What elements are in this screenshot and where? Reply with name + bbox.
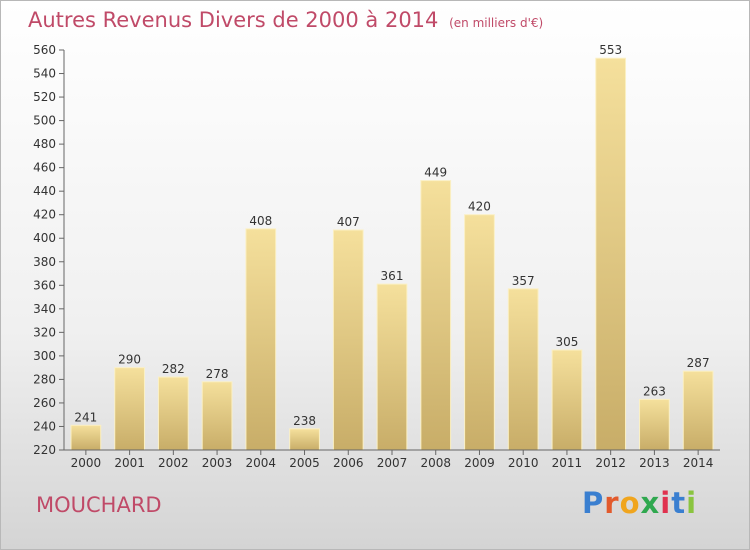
data-label-2010: 357 (512, 274, 535, 288)
bar-2004 (245, 228, 277, 451)
x-tick-label-2001: 2001 (114, 456, 145, 470)
y-tick-label: 380 (33, 255, 56, 269)
bars: 241 290 282 278 408 238 407 361 449 420 357 305 553 2… (70, 43, 714, 451)
bar-2005 (289, 428, 320, 451)
y-axis: 220 240 260 280 300 320 340 360 380 400 420 440 460 4… (33, 43, 65, 457)
data-label-2006: 407 (337, 215, 360, 229)
x-tick-label-2006: 2006 (333, 456, 364, 470)
y-tick-label: 240 (33, 419, 56, 433)
y-tick-label: 320 (33, 325, 56, 339)
data-label-2012: 553 (599, 43, 622, 57)
y-tick-label: 520 (33, 90, 56, 104)
y-tick-label: 560 (33, 43, 56, 57)
x-tick-label-2013: 2013 (639, 456, 670, 470)
bar-2013 (639, 398, 670, 451)
y-tick-label: 500 (33, 114, 56, 128)
x-tick-label-2008: 2008 (420, 456, 451, 470)
commune-label: MOUCHARD (36, 493, 162, 517)
bar-2007 (376, 283, 408, 451)
bar-2008 (420, 180, 452, 451)
x-tick-label-2014: 2014 (683, 456, 714, 470)
x-tick-label-2000: 2000 (71, 456, 102, 470)
bar-2000 (70, 424, 102, 451)
bar-2014 (682, 370, 714, 451)
data-label-2013: 263 (643, 384, 666, 398)
chart-title-text: Autres Revenus Divers de 2000 à 2014 (28, 8, 439, 32)
x-tick-label-2005: 2005 (289, 456, 320, 470)
logo-letter: r (604, 486, 620, 520)
bar-2011 (551, 349, 583, 451)
x-tick-label-2012: 2012 (595, 456, 626, 470)
data-label-2014: 287 (687, 356, 710, 370)
logo-letter: P (582, 486, 605, 520)
bar-chart: 220 240 260 280 300 320 340 360 380 400 420 440 460 4… (33, 43, 720, 470)
x-tick-label-2009: 2009 (464, 456, 495, 470)
chart-title-unit: (en milliers d'€) (449, 16, 544, 30)
data-label-2007: 361 (381, 269, 404, 283)
y-tick-label: 300 (33, 349, 56, 363)
y-tick-label: 460 (33, 161, 56, 175)
data-label-2011: 305 (555, 335, 578, 349)
x-tick-label-2007: 2007 (377, 456, 408, 470)
bar-2003 (201, 381, 233, 451)
data-label-2008: 449 (424, 166, 447, 180)
x-tick-label-2004: 2004 (246, 456, 277, 470)
data-label-2005: 238 (293, 414, 316, 428)
bar-2012 (595, 57, 627, 451)
y-tick-label: 280 (33, 372, 56, 386)
x-tick-label-2011: 2011 (552, 456, 583, 470)
logo-letter: o (619, 486, 641, 520)
x-axis: 2000 2001 2002 2003 2004 2005 2006 2007 2008 2009… (64, 449, 720, 470)
bar-2002 (157, 376, 189, 451)
x-tick-label-2003: 2003 (202, 456, 233, 470)
chart-title: Autres Revenus Divers de 2000 à 2014 (en… (28, 8, 543, 32)
y-tick-label: 360 (33, 278, 56, 292)
data-label-2000: 241 (74, 410, 97, 424)
logo-letter: i (686, 486, 698, 520)
x-tick-label-2002: 2002 (158, 456, 189, 470)
logo-letter: t (671, 486, 687, 520)
bar-2006 (332, 229, 364, 451)
y-tick-label: 260 (33, 396, 56, 410)
y-tick-label: 400 (33, 231, 56, 245)
bar-2001 (114, 367, 145, 451)
proxiti-logo: Proxiti (582, 486, 697, 520)
y-tick-label: 540 (33, 67, 56, 81)
y-tick-label: 480 (33, 137, 56, 151)
bar-2010 (507, 288, 539, 451)
data-label-2002: 282 (162, 362, 185, 376)
y-tick-label: 220 (33, 443, 56, 457)
data-label-2003: 278 (206, 367, 229, 381)
x-tick-label-2010: 2010 (508, 456, 539, 470)
logo-letter: i (660, 486, 672, 520)
bar-2009 (464, 214, 495, 451)
data-label-2001: 290 (118, 353, 141, 367)
y-tick-label: 340 (33, 302, 56, 316)
y-tick-label: 440 (33, 184, 56, 198)
data-label-2009: 420 (468, 200, 491, 214)
data-label-2004: 408 (249, 214, 272, 228)
y-tick-label: 420 (33, 208, 56, 222)
logo-letter: x (640, 486, 661, 520)
